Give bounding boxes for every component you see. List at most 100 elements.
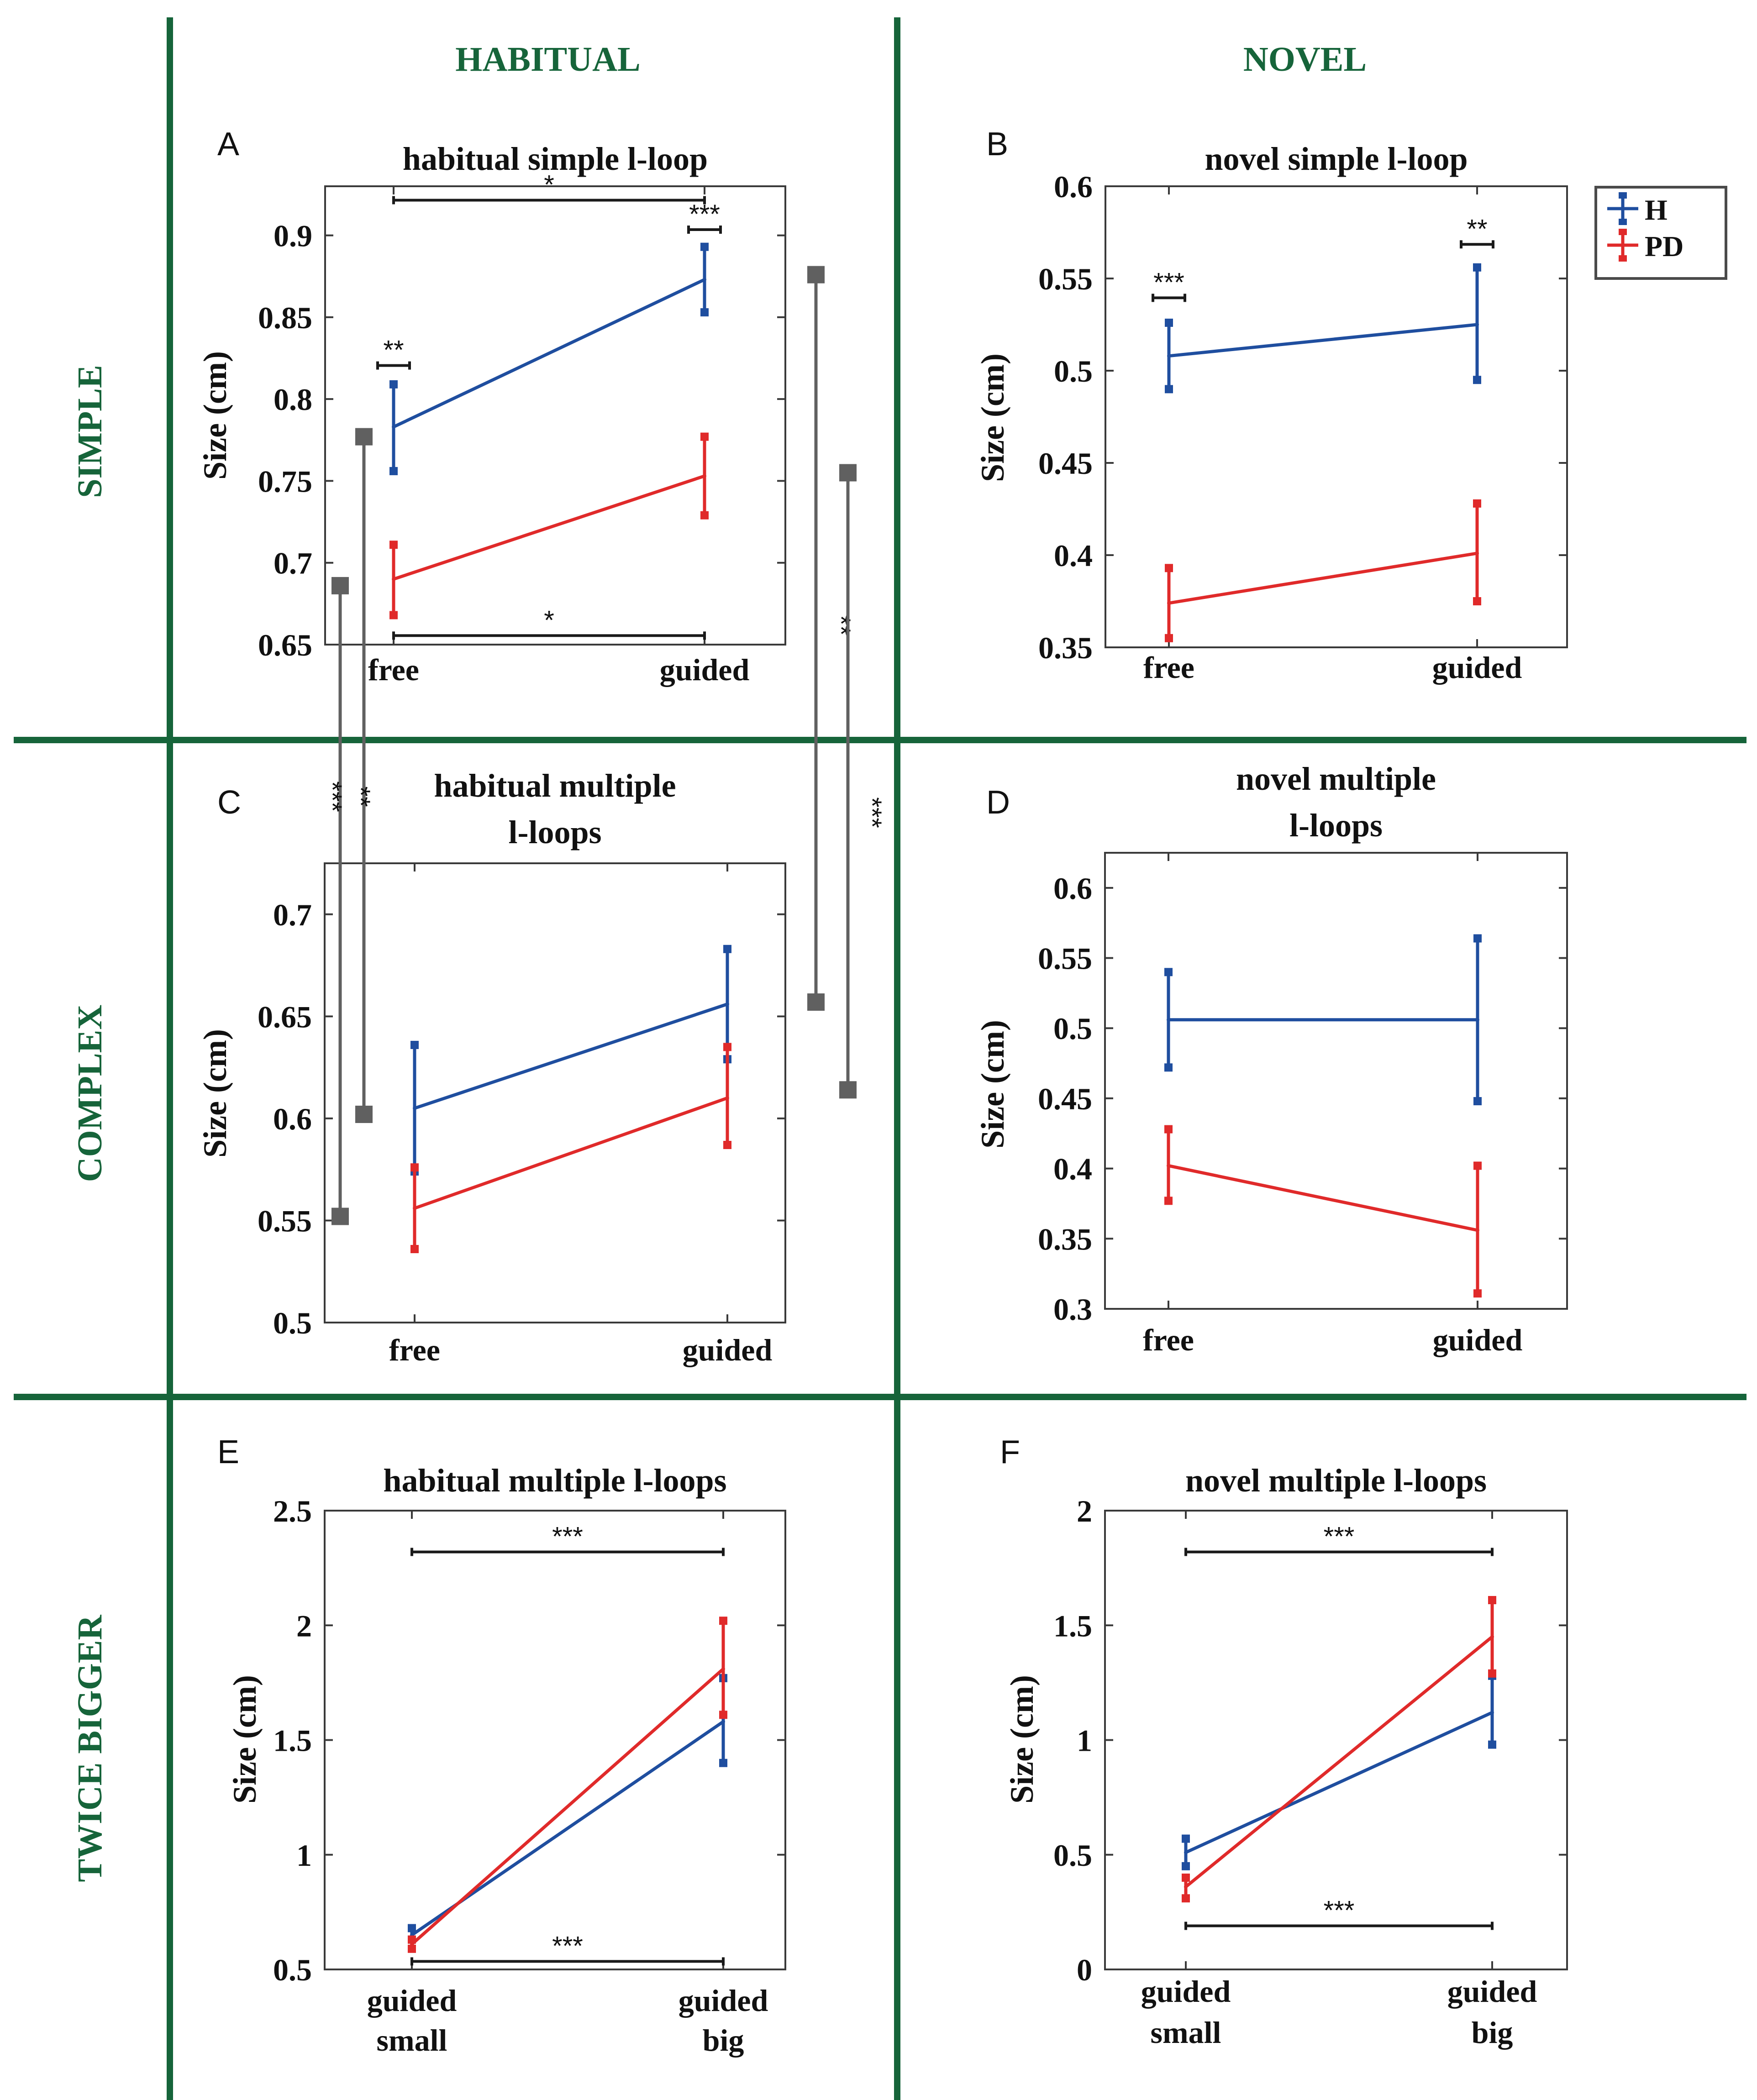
panel-title: novel multiple l-loops	[1185, 1462, 1487, 1499]
panel-letter: A	[217, 126, 239, 163]
data-point	[721, 1720, 725, 1724]
x-tick-label: guided	[1432, 650, 1522, 685]
error-cap	[389, 380, 398, 388]
x-tick-label: free	[1143, 1323, 1194, 1357]
significance-label: ***	[552, 1931, 583, 1961]
error-cap	[1473, 263, 1481, 272]
panel-title: habitual multiple l-loops	[383, 1462, 726, 1499]
data-point	[1490, 1635, 1494, 1639]
series-pd	[1165, 499, 1481, 642]
y-tick-label: 0.3	[1053, 1292, 1092, 1327]
y-tick-label: 2	[1077, 1494, 1092, 1528]
error-cap	[700, 432, 709, 441]
cross-panel-connector: ***	[317, 577, 349, 1225]
x-tick-label: guided	[1447, 1974, 1537, 2009]
error-cap	[1164, 1063, 1173, 1072]
legend-error-cap	[1619, 192, 1627, 199]
error-cap	[389, 611, 398, 620]
connector-significance-label: ***	[857, 797, 887, 828]
axes-box	[1105, 185, 1568, 648]
panel-letter: F	[1000, 1434, 1020, 1470]
error-cap	[723, 1043, 731, 1051]
legend-label: H	[1645, 194, 1668, 226]
x-tick-label: guided	[367, 1983, 457, 2018]
series-line	[1184, 1635, 1494, 1888]
y-tick-label: 0	[1077, 1953, 1092, 1987]
connector-significance-label: ***	[317, 781, 347, 812]
y-tick-label: 0.65	[258, 628, 312, 662]
panel-title: l-loops	[508, 814, 601, 850]
y-tick-label: 0.4	[1054, 538, 1093, 573]
y-tick-label: 1.5	[1053, 1608, 1092, 1643]
series-h	[389, 242, 709, 475]
data-point	[1167, 1018, 1170, 1022]
error-cap	[1165, 634, 1173, 642]
data-point	[1167, 601, 1171, 605]
x-tick-label: guided	[1433, 1323, 1523, 1357]
series-pd	[410, 1043, 731, 1254]
data-point	[726, 1096, 729, 1100]
series-h	[1165, 263, 1481, 394]
series-line	[1168, 323, 1478, 358]
y-tick-label: 0.45	[1038, 446, 1093, 481]
connector-marker	[355, 428, 373, 446]
data-point	[703, 474, 706, 478]
series-line	[414, 1096, 728, 1210]
error-cap	[1473, 499, 1481, 508]
data-point	[1167, 1164, 1170, 1168]
data-point	[413, 1106, 416, 1110]
significance-label: *	[544, 605, 554, 635]
row-label-complex: COMPLEX	[71, 1005, 109, 1182]
error-cap	[1182, 1862, 1190, 1870]
series-pd	[408, 1617, 727, 1953]
legend-entries: H PD	[1607, 192, 1683, 262]
panel-letter: B	[986, 126, 1008, 163]
error-cap	[408, 1944, 416, 1953]
legend-entry-h: H	[1607, 192, 1668, 226]
significance-bracket: ***	[1184, 1896, 1494, 1930]
y-axis-label: Size (cm)	[197, 351, 233, 480]
y-tick-label: 0.7	[274, 546, 312, 581]
y-tick-label: 0.6	[1054, 169, 1093, 204]
data-point	[1475, 551, 1479, 555]
y-tick-label: 0.85	[258, 300, 312, 335]
significance-label: ***	[1324, 1522, 1355, 1551]
y-tick-label: 2.5	[273, 1494, 312, 1528]
error-cap	[389, 467, 398, 475]
series-h	[1182, 1671, 1496, 1870]
data-point	[413, 1206, 416, 1210]
y-tick-label: 0.75	[258, 464, 312, 499]
panel-letter: D	[986, 784, 1010, 821]
y-tick-label: 0.6	[1053, 871, 1092, 906]
y-tick-label: 0.5	[273, 1306, 312, 1340]
data-point	[1475, 323, 1479, 326]
y-tick-label: 0.8	[274, 382, 312, 417]
significance-bracket: ***	[410, 1931, 725, 1966]
y-tick-label: 0.7	[273, 898, 312, 932]
legend-entry-pd: PD	[1607, 229, 1683, 262]
cross-panel-connectors: **********	[317, 266, 887, 1225]
connector-marker	[807, 266, 825, 284]
series-pd	[1182, 1596, 1496, 1903]
y-axis-label: Size (cm)	[974, 353, 1011, 482]
series-h	[1164, 934, 1482, 1106]
series-pd	[1164, 1125, 1482, 1298]
error-cap	[1165, 564, 1173, 572]
error-cap	[1165, 385, 1173, 394]
error-cap	[410, 1163, 419, 1172]
data-point	[392, 425, 395, 429]
x-tick-label: free	[368, 652, 419, 687]
y-tick-label: 0.6	[273, 1102, 312, 1136]
data-point	[703, 278, 706, 282]
connector-marker	[807, 993, 825, 1011]
x-tick-label: guided	[1141, 1974, 1231, 2009]
error-cap	[723, 945, 731, 953]
panel-letter: C	[217, 784, 241, 821]
significance-label: ***	[689, 200, 720, 229]
